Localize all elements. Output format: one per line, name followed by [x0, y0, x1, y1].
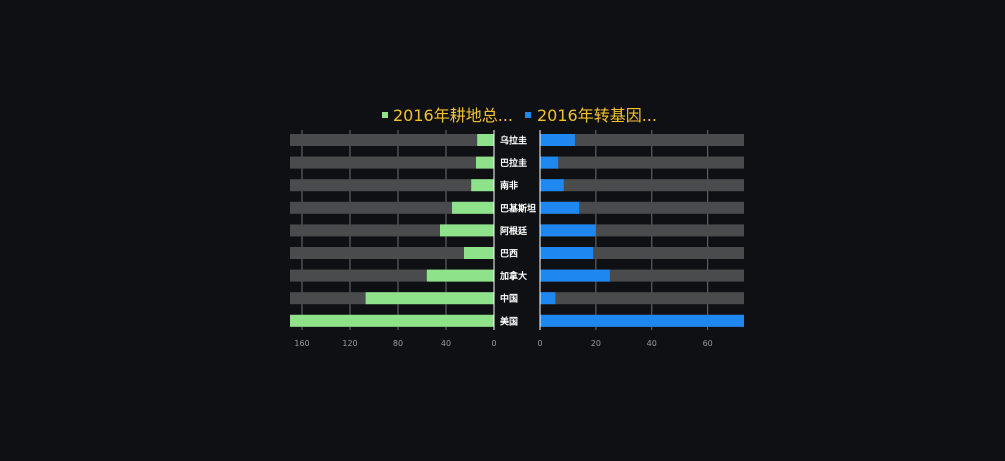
- left-bg-bar: [290, 201, 494, 214]
- category-label: 巴西: [500, 249, 518, 260]
- left-tick-label: 0: [491, 339, 496, 348]
- category-label: 巴拉圭: [500, 157, 527, 169]
- right-tick-label: 40: [647, 339, 657, 348]
- right-bg-bar: [540, 156, 744, 169]
- left-bar-4[interactable]: [440, 224, 494, 237]
- category-label: 中国: [500, 293, 518, 305]
- right-bar-1[interactable]: [540, 156, 559, 169]
- category-label: 乌拉圭: [500, 135, 527, 147]
- right-bar-6[interactable]: [540, 269, 610, 282]
- right-bar-5[interactable]: [540, 247, 594, 259]
- right-tick-label: 20: [591, 339, 601, 348]
- right-bar-0[interactable]: [540, 134, 575, 146]
- category-label: 美国: [500, 315, 518, 327]
- right-tick-label: 60: [703, 339, 713, 348]
- category-label: 巴基斯坦: [500, 202, 536, 214]
- right-tick-label: 0: [537, 339, 542, 348]
- category-label: 阿根廷: [500, 225, 528, 237]
- left-bg-bar: [290, 156, 494, 169]
- category-label: 南非: [500, 180, 518, 192]
- left-bar-6[interactable]: [426, 269, 494, 282]
- right-bar-4[interactable]: [540, 224, 596, 237]
- legend-label-right[interactable]: 2016年转基因...: [537, 106, 657, 125]
- left-tick-label: 160: [294, 339, 309, 348]
- right-bg-bar: [540, 201, 744, 214]
- right-bar-8[interactable]: [540, 314, 744, 327]
- left-bg-bar: [290, 134, 494, 146]
- left-bar-0[interactable]: [477, 134, 494, 146]
- left-bar-2[interactable]: [471, 179, 494, 192]
- legend-label-left[interactable]: 2016年耕地总...: [393, 106, 513, 125]
- left-tick-label: 80: [393, 339, 403, 348]
- right-bg-bar: [540, 292, 744, 305]
- right-bar-3[interactable]: [540, 201, 580, 214]
- right-bar-2[interactable]: [540, 179, 564, 192]
- right-bar-7[interactable]: [540, 292, 556, 305]
- left-bar-5[interactable]: [464, 247, 494, 259]
- left-tick-label: 120: [342, 339, 357, 348]
- right-bg-bar: [540, 134, 744, 146]
- legend-swatch-right[interactable]: [525, 112, 531, 118]
- legend-swatch-left[interactable]: [382, 112, 388, 118]
- left-bg-bar: [290, 179, 494, 192]
- right-bg-bar: [540, 179, 744, 192]
- left-tick-label: 40: [441, 339, 451, 348]
- left-bar-1[interactable]: [476, 156, 494, 169]
- left-bg-bar: [290, 247, 494, 259]
- category-label: 加拿大: [499, 270, 527, 282]
- left-bar-3[interactable]: [452, 201, 494, 214]
- left-bar-8[interactable]: [290, 314, 494, 327]
- left-bar-7[interactable]: [365, 292, 494, 305]
